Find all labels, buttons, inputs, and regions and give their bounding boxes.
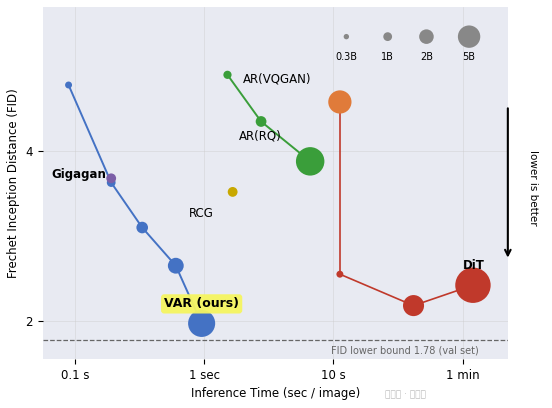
- Point: [409, 302, 418, 309]
- Text: AR(RQ): AR(RQ): [239, 129, 282, 142]
- Point: [228, 188, 237, 195]
- Point: [465, 33, 474, 40]
- Point: [64, 82, 73, 88]
- Text: Gigagan: Gigagan: [52, 168, 107, 181]
- Text: 5B: 5B: [463, 52, 476, 62]
- Point: [257, 118, 266, 125]
- Point: [336, 99, 344, 105]
- Text: FID lower bound 1.78 (val set): FID lower bound 1.78 (val set): [331, 346, 479, 355]
- Point: [306, 158, 315, 164]
- Point: [336, 271, 344, 277]
- Text: 0.3B: 0.3B: [336, 52, 357, 62]
- Point: [107, 179, 115, 186]
- Point: [107, 175, 115, 182]
- Text: DiT: DiT: [463, 259, 485, 272]
- Text: 2B: 2B: [420, 52, 433, 62]
- Text: RCG: RCG: [189, 207, 214, 220]
- Text: VAR (ours): VAR (ours): [164, 297, 239, 310]
- Point: [223, 71, 232, 78]
- Point: [171, 262, 180, 269]
- Y-axis label: Frechet Inception Distance (FID): Frechet Inception Distance (FID): [7, 88, 20, 278]
- Text: lower is better: lower is better: [528, 150, 538, 226]
- Point: [197, 320, 206, 327]
- Point: [469, 282, 477, 288]
- Text: 公众号 · 量子位: 公众号 · 量子位: [385, 391, 426, 400]
- Text: AR(VQGAN): AR(VQGAN): [243, 73, 311, 86]
- X-axis label: Inference Time (sec / image): Inference Time (sec / image): [190, 387, 360, 400]
- Point: [422, 33, 431, 40]
- Text: 1B: 1B: [381, 52, 394, 62]
- Point: [138, 224, 147, 231]
- Point: [383, 33, 392, 40]
- Point: [342, 33, 351, 40]
